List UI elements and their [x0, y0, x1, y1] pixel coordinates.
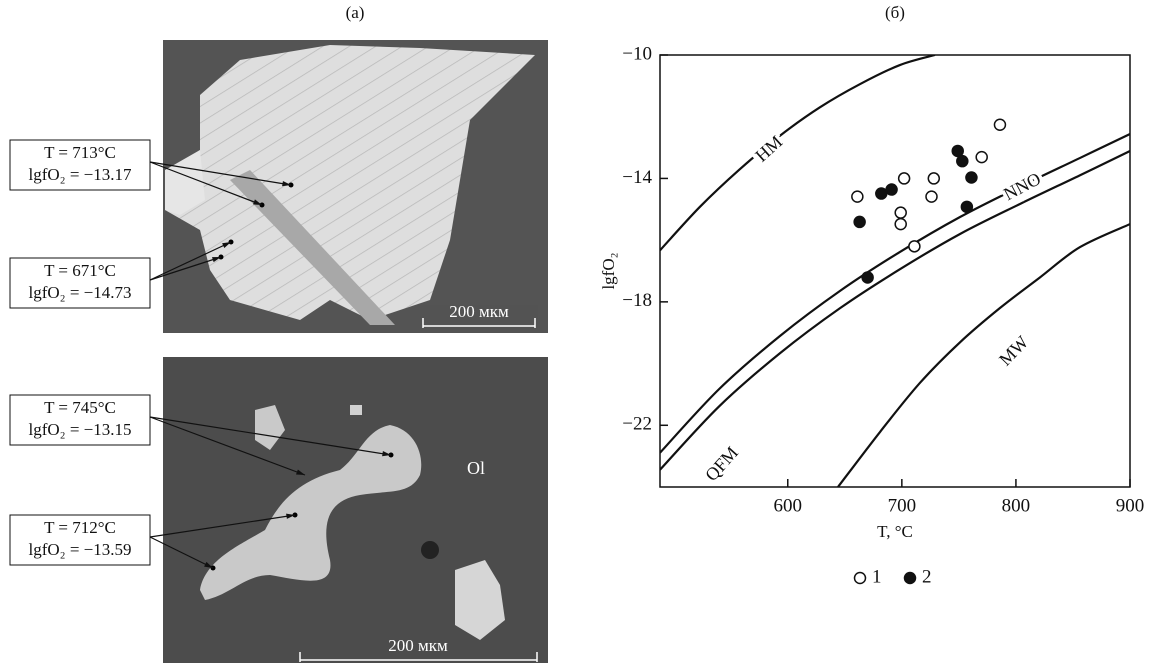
x-axis-label: T, °C: [877, 522, 913, 541]
point: [966, 172, 977, 183]
curve-label: MW: [995, 332, 1032, 370]
x-tick-label: 900: [1116, 495, 1145, 516]
point: [852, 191, 863, 202]
point: [895, 207, 906, 218]
scale-bar-label: 200 мкм: [388, 636, 448, 655]
point: [886, 184, 897, 195]
curve-label: QFM: [701, 443, 742, 485]
annotation-temp: T = 671°C: [44, 261, 116, 280]
point: [876, 188, 887, 199]
x-tick-label: 700: [888, 495, 917, 516]
figure: (a) 200 мкм Ol 200 мкм T = 713°C lgfO₂ = …: [0, 0, 1160, 665]
point: [895, 219, 906, 230]
x-tick-label: 600: [774, 495, 803, 516]
annotation-temp: T = 713°C: [44, 143, 116, 162]
buffer-curves: [660, 55, 1130, 487]
point: [926, 191, 937, 202]
y-tick-label: −14: [622, 167, 652, 188]
legend-marker: [855, 573, 866, 584]
point: [928, 173, 939, 184]
scale-bar-label: 200 мкм: [449, 302, 509, 321]
chart-title: (б): [885, 3, 905, 22]
buffer-curve: [660, 55, 935, 250]
annotation-fo2: lgfO₂ = −14.73: [28, 283, 131, 302]
mineral-label: Ol: [467, 458, 485, 478]
point: [994, 119, 1005, 130]
x-tick-label: 800: [1002, 495, 1031, 516]
point: [976, 152, 987, 163]
annotation-fo2: lgfO₂ = −13.15: [28, 420, 131, 439]
y-tick-label: −22: [622, 414, 652, 435]
point: [961, 201, 972, 212]
curve-label: NNO: [1000, 168, 1044, 204]
y-tick-label: −10: [622, 43, 652, 64]
point: [899, 173, 910, 184]
legend-label: 1: [872, 566, 882, 587]
annotation-fo2: lgfO₂ = −13.59: [28, 540, 131, 559]
annotation-temp: T = 712°C: [44, 518, 116, 537]
point: [862, 272, 873, 283]
panel-label: (a): [346, 3, 365, 22]
chart: (б) T, °C lgfO₂ 600 700 800 900 −10 −14 −18 −22…: [599, 3, 1144, 587]
annotation-fo2: lgfO₂ = −13.17: [28, 165, 132, 184]
curve-label: HM: [751, 131, 786, 165]
point: [854, 216, 865, 227]
buffer-curve: [660, 134, 1130, 453]
micrograph-bottom: Ol 200 мкм: [163, 357, 548, 663]
point: [957, 156, 968, 167]
y-axis-label: lgfO₂: [599, 252, 618, 289]
buffer-curve: [660, 151, 1130, 470]
legend-marker: [905, 573, 916, 584]
point: [952, 145, 963, 156]
y-tick-label: −18: [622, 290, 652, 311]
micrograph-top: 200 мкм: [163, 40, 548, 333]
point: [909, 241, 920, 252]
legend-label: 2: [922, 566, 932, 587]
annotation-temp: T = 745°C: [44, 398, 116, 417]
